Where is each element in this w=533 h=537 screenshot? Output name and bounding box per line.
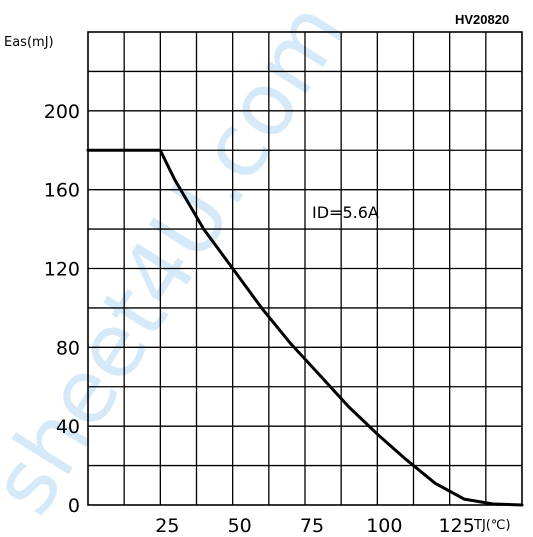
grid [88,32,522,505]
x-axis-label: TJ(℃) [473,518,511,533]
x-tick-label: 50 [228,515,252,537]
series-line [86,148,524,507]
y-tick-label: 160 [44,180,80,202]
plot-frame [87,31,523,506]
x-tick-labels: 25 50 75 100 125 [155,515,475,537]
x-tick-label: 125 [439,515,475,537]
current-annotation: ID=5.6A [312,203,379,222]
figure-code: HV20820 [455,12,509,27]
y-tick-label: 0 [68,495,80,517]
y-tick-labels: 0 40 80 120 160 200 [44,101,80,517]
y-axis-label: Eas(mJ) [4,35,54,50]
x-tick-label: 25 [155,515,179,537]
y-tick-label: 120 [44,259,80,281]
y-tick-label: 40 [56,416,80,438]
y-tick-label: 80 [56,337,80,359]
x-tick-label: 75 [300,515,324,537]
x-tick-label: 100 [366,515,402,537]
y-tick-label: 200 [44,101,80,123]
